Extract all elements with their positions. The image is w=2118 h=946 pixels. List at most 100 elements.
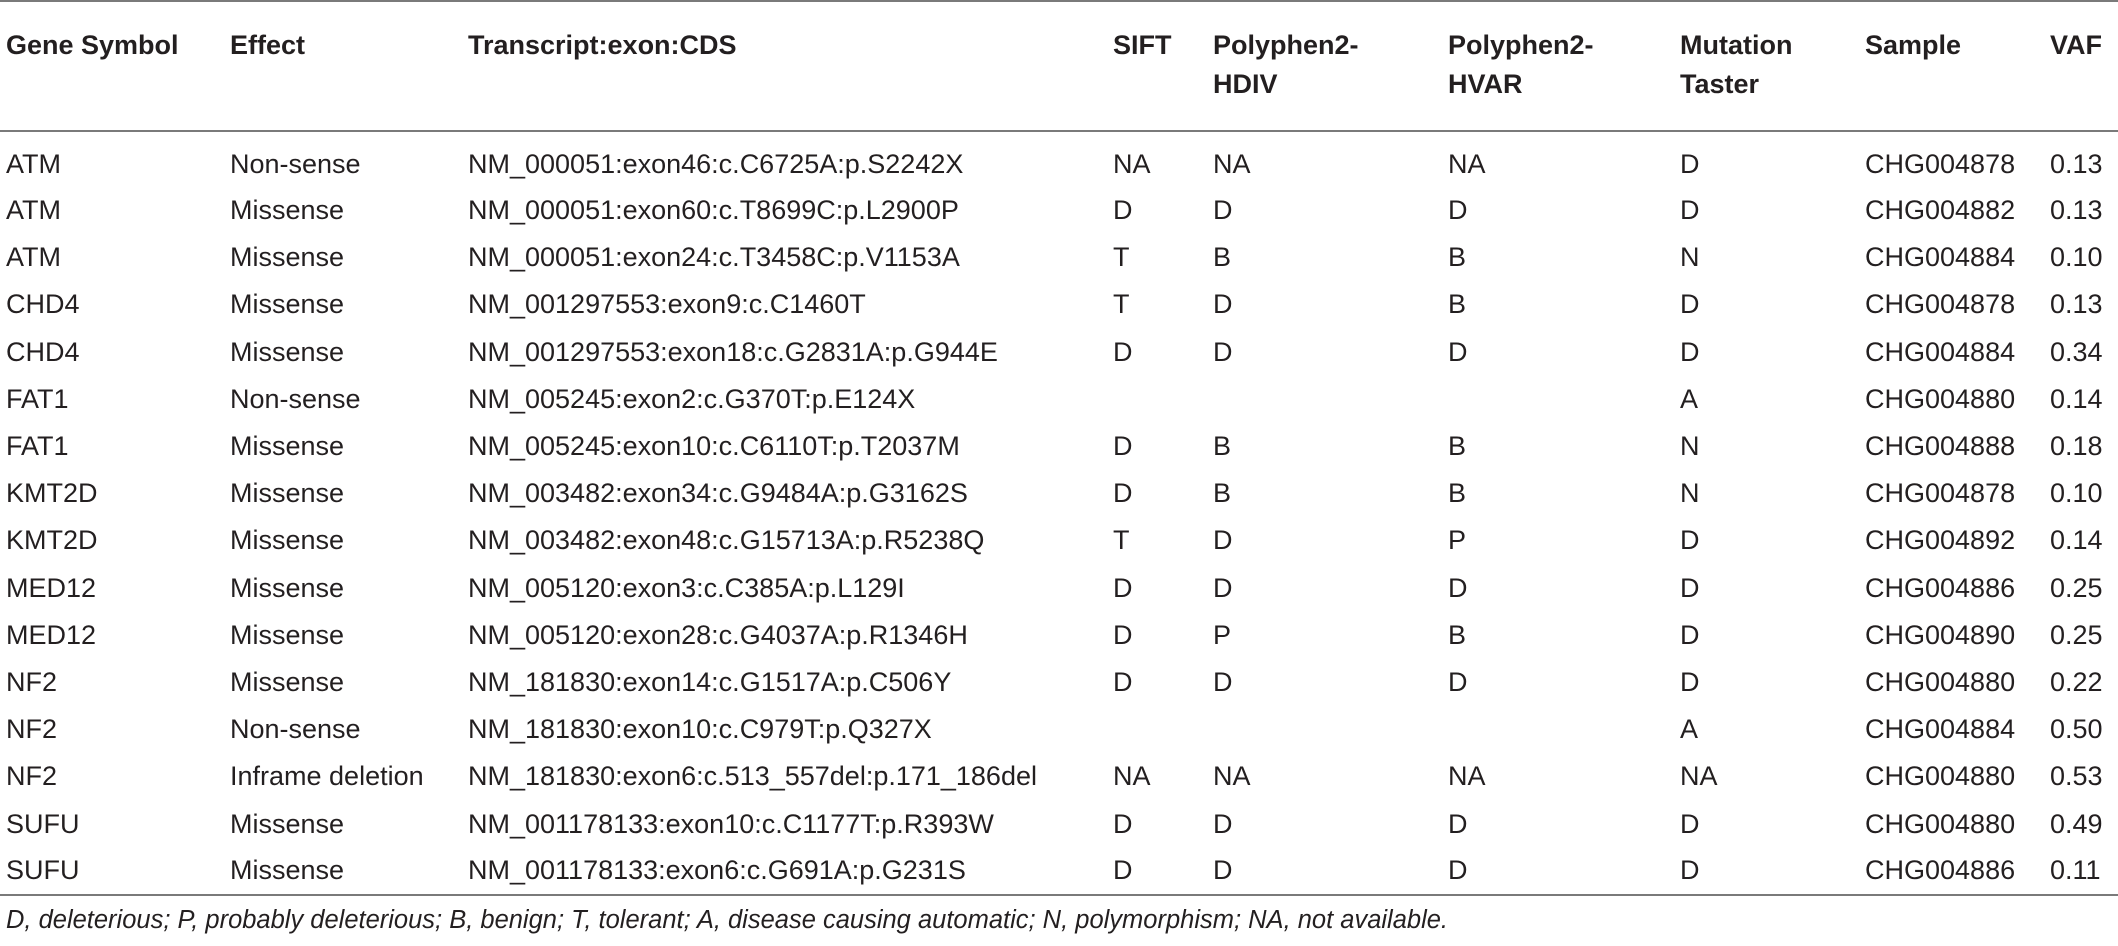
column-header-line: Mutation: [1680, 30, 1793, 60]
table-row: FAT1 Missense NM_005245:exon10:c.C6110T:p.…: [0, 423, 2118, 470]
table-cell: NM_003482:exon48:c.G15713A:p.R5238Q: [468, 525, 985, 556]
table-row: SUFU Missense NM_001178133:exon10:c.C1177T…: [0, 800, 2118, 847]
table-cell: D: [1213, 666, 1233, 697]
table-cell: CHG004888: [1865, 431, 2016, 462]
table-cell: 0.13: [2050, 289, 2103, 320]
table-cell: Missense: [230, 478, 345, 509]
table-header: Gene Symbol Effect Transcript:exon:CDS SIFT…: [0, 0, 2118, 132]
table-cell: NA: [1113, 761, 1151, 792]
table-cell: A: [1680, 714, 1699, 745]
table-cell: NA: [1448, 761, 1486, 792]
table-row: NF2 Non-sense NM_181830:exon10:c.C979T:p.Q…: [0, 706, 2118, 753]
table-cell: D: [1113, 619, 1133, 650]
column-header-line: VAF: [2050, 30, 2102, 60]
table-cell: 0.10: [2050, 478, 2103, 509]
table-cell: NF2: [6, 666, 58, 697]
table-cell: D: [1213, 195, 1233, 226]
table-cell: D: [1113, 478, 1133, 509]
table-cell: D: [1448, 195, 1468, 226]
table-cell: CHG004878: [1865, 478, 2016, 509]
table-cell: B: [1448, 619, 1467, 650]
table-cell: [1213, 706, 1448, 753]
table-cell: 0.53: [2050, 761, 2103, 792]
column-header: VAF: [2050, 0, 2118, 132]
table-cell: Missense: [230, 431, 345, 462]
table-row: KMT2D Missense NM_003482:exon34:c.G9484A:p…: [0, 470, 2118, 517]
table-cell: T: [1113, 242, 1130, 273]
table-cell: CHG004890: [1865, 619, 2016, 650]
table-cell: Missense: [230, 666, 345, 697]
table-cell: D: [1213, 847, 1448, 896]
table-cell: 0.50: [2050, 714, 2103, 745]
table-cell: D: [1680, 148, 1700, 179]
table-cell: P: [1213, 619, 1232, 650]
variants-table: Gene Symbol Effect Transcript:exon:CDS SIFT…: [0, 0, 2118, 896]
table-cell: KMT2D: [6, 478, 98, 509]
table-cell: CHG004886: [1865, 847, 2050, 896]
table-cell: D: [1680, 666, 1700, 697]
table-cell: D: [1113, 195, 1133, 226]
column-header-line: HVAR: [1448, 69, 1523, 99]
table-cell: ATM: [6, 195, 61, 226]
table-cell: D: [1213, 289, 1233, 320]
table-cell: D: [1448, 808, 1468, 839]
table-cell: Inframe deletion: [230, 761, 424, 792]
table-cell: 0.11: [2050, 847, 2118, 896]
table-cell: 0.18: [2050, 431, 2103, 462]
column-header-line: Taster: [1680, 69, 1760, 99]
header-row: Gene Symbol Effect Transcript:exon:CDS SIFT…: [0, 0, 2118, 132]
table-cell: Non-sense: [230, 383, 361, 414]
table-cell: Missense: [230, 619, 345, 650]
column-header: Polyphen2- HDIV: [1213, 0, 1448, 132]
table-cell: KMT2D: [6, 525, 98, 556]
table-cell: B: [1448, 478, 1467, 509]
table-cell: CHG004880: [1865, 761, 2016, 792]
table-row: FAT1 Non-sense NM_005245:exon2:c.G370T:p.E…: [0, 376, 2118, 423]
table-row: ATM Non-sense NM_000051:exon46:c.C6725A:p.…: [0, 131, 2118, 187]
table-cell: NM_005245:exon10:c.C6110T:p.T2037M: [468, 431, 960, 462]
table-cell: Non-sense: [230, 714, 361, 745]
table-cell: [1213, 376, 1448, 423]
table-cell: Missense: [230, 289, 345, 320]
table-cell: NM_005120:exon28:c.G4037A:p.R1346H: [468, 619, 968, 650]
table-cell: NA: [1448, 148, 1486, 179]
table-cell: D: [1113, 572, 1133, 603]
column-header-line: Transcript:exon:CDS: [468, 30, 737, 60]
table-row: ATM Missense NM_000051:exon60:c.T8699C:p.L…: [0, 187, 2118, 234]
table-cell: D: [1113, 666, 1133, 697]
table-cell: D: [1448, 572, 1468, 603]
table-cell: Missense: [230, 808, 345, 839]
table-row: SUFU Missense NM_001178133:exon6:c.G691A:p…: [0, 847, 2118, 896]
table-cell: D: [1213, 808, 1233, 839]
table-cell: D: [1680, 195, 1700, 226]
table-cell: NA: [1213, 761, 1251, 792]
table-cell: ATM: [6, 148, 61, 179]
column-header-line: SIFT: [1113, 30, 1172, 60]
table-cell: CHG004878: [1865, 289, 2016, 320]
table-cell: D: [1113, 431, 1133, 462]
table-cell: FAT1: [6, 383, 69, 414]
table-cell: D: [1213, 525, 1233, 556]
table-cell: B: [1448, 242, 1467, 273]
table-cell: P: [1448, 525, 1467, 556]
table-cell: D: [1680, 572, 1700, 603]
table-cell: NA: [1680, 761, 1718, 792]
column-header: Mutation Taster: [1680, 0, 1865, 132]
table-cell: B: [1213, 242, 1232, 273]
table-cell: D: [1680, 619, 1700, 650]
table-cell: D: [1113, 808, 1133, 839]
table-row: NF2 Missense NM_181830:exon14:c.G1517A:p.C…: [0, 659, 2118, 706]
table-cell: NF2: [6, 761, 58, 792]
table-cell: N: [1680, 431, 1700, 462]
table-row: CHD4 Missense NM_001297553:exon9:c.C1460T T…: [0, 281, 2118, 328]
column-header-line: HDIV: [1213, 69, 1278, 99]
table-cell: NM_001297553:exon9:c.C1460T: [468, 289, 866, 320]
table-cell: [1448, 376, 1680, 423]
table-cell: NM_181830:exon14:c.G1517A:p.C506Y: [468, 666, 952, 697]
table-cell: NM_003482:exon34:c.G9484A:p.G3162S: [468, 478, 968, 509]
column-header: Effect: [230, 0, 468, 132]
table-cell: CHG004882: [1865, 195, 2016, 226]
table-cell: CHG004886: [1865, 572, 2016, 603]
table-row: MED12 Missense NM_005120:exon28:c.G4037A:p…: [0, 612, 2118, 659]
table-cell: NM_000051:exon24:c.T3458C:p.V1153A: [468, 242, 960, 273]
